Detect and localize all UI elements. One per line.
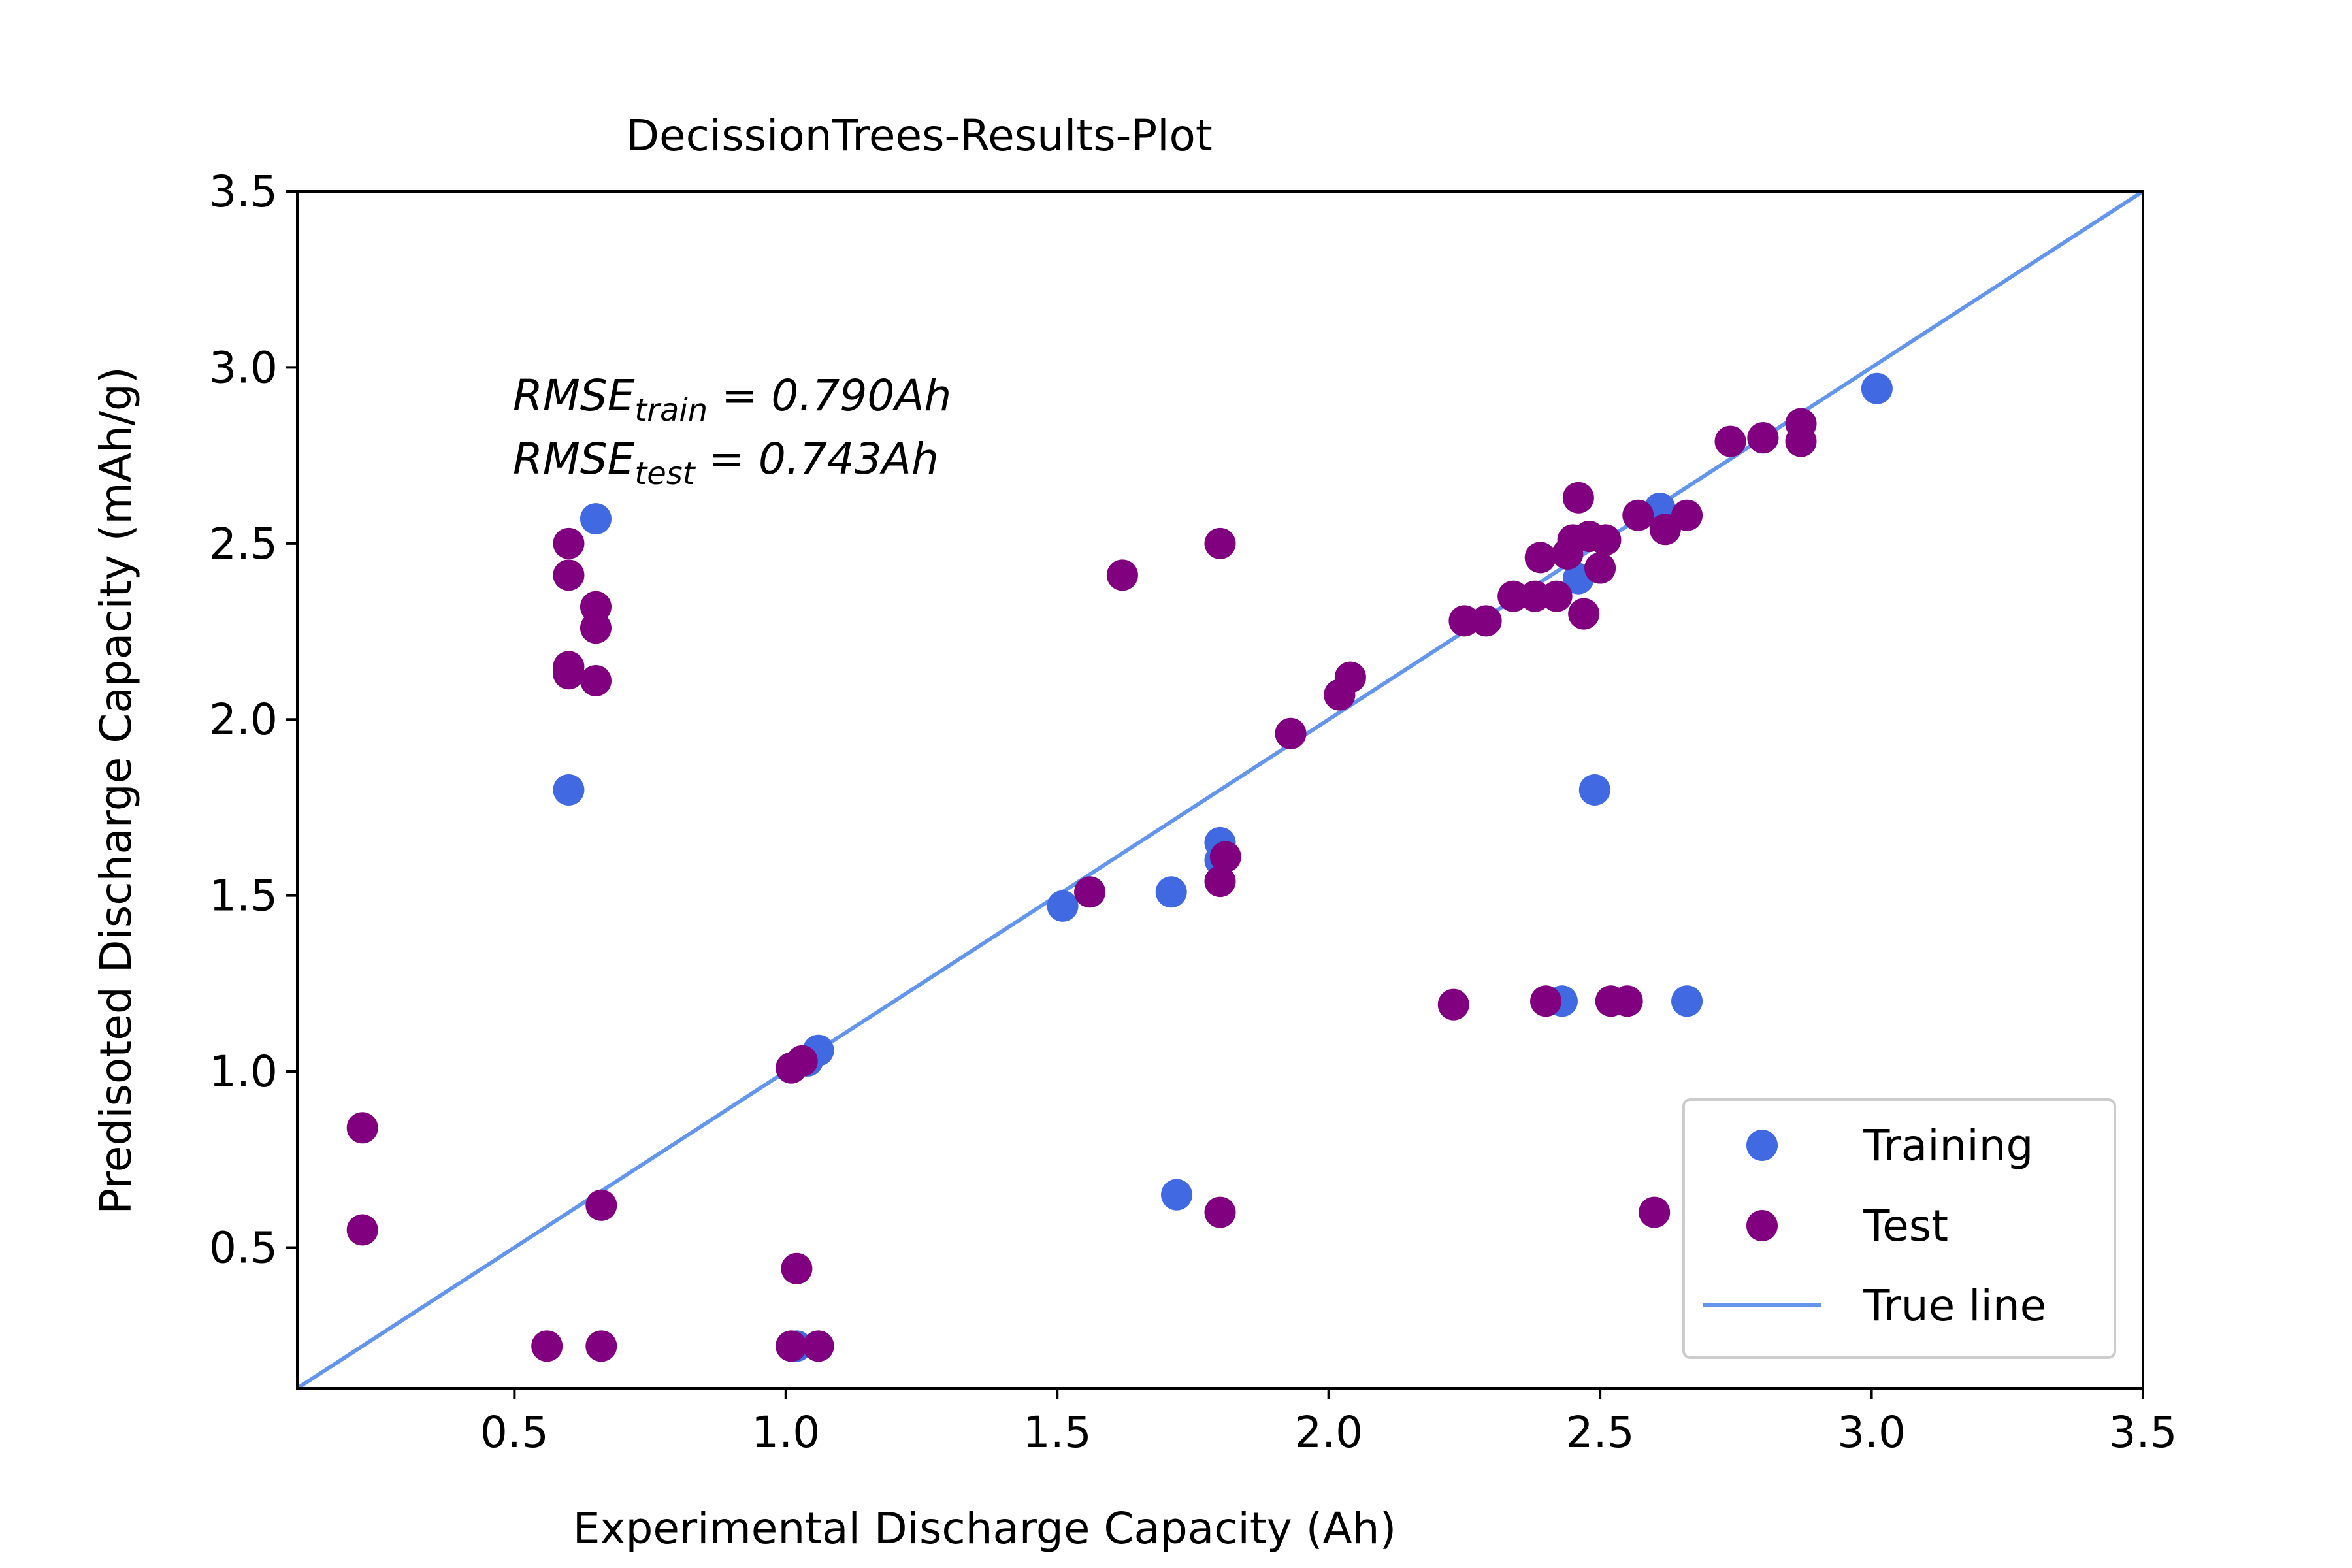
x-tick-label: 2.5 [1566, 1407, 1635, 1458]
x-tick-label: 3.0 [1837, 1407, 1906, 1458]
y-tick-label: 2.0 [209, 694, 278, 745]
test-point [1568, 598, 1600, 630]
test-point [781, 1252, 813, 1284]
test-point [786, 1045, 818, 1077]
chart-title: DecissionTrees-Results-Plot [626, 110, 1213, 161]
test-point [1639, 1196, 1671, 1228]
test-point [1590, 524, 1622, 556]
test-point [1611, 985, 1643, 1017]
training-point [1578, 774, 1610, 806]
rmse-train-annotation: RMSEtrain = 0.790Ah [513, 370, 951, 429]
test-point [1204, 1196, 1236, 1228]
training-point [1161, 1179, 1193, 1211]
test-point [1584, 552, 1616, 584]
y-tick-label: 3.0 [209, 342, 278, 393]
test-point [1209, 841, 1241, 873]
test-point [776, 1330, 808, 1362]
training-point [1155, 876, 1187, 908]
test-point [1448, 605, 1480, 637]
legend-true-line-label: True line [1863, 1281, 2046, 1331]
y-axis-ticks: 0.5 1.0 1.5 2.0 2.5 3.0 3.5 [209, 167, 297, 1273]
legend-training-label: Training [1863, 1120, 2033, 1171]
test-point [1785, 425, 1817, 457]
training-point [1047, 890, 1079, 922]
test-point [346, 1214, 378, 1246]
x-tick-label: 1.0 [751, 1407, 820, 1458]
y-axis-label: Predisoted Discharge Capacity (mAh/g) [91, 367, 141, 1214]
training-point [553, 774, 585, 806]
test-point [1106, 559, 1138, 591]
test-point [553, 658, 585, 690]
y-tick-label: 2.5 [209, 519, 278, 569]
test-point [1714, 425, 1746, 457]
rmse-train-base: RMSE [513, 370, 635, 421]
test-point [1622, 499, 1654, 531]
test-point [1562, 482, 1594, 514]
legend-items: Training Test True line [1703, 1120, 2046, 1331]
rmse-test-subscript: test [634, 455, 696, 492]
test-point [802, 1330, 834, 1362]
x-tick-label: 2.0 [1294, 1407, 1363, 1458]
training-point [580, 503, 612, 535]
y-tick-label: 1.5 [209, 871, 278, 921]
true-line-layer [296, 189, 2144, 1390]
x-tick-label: 3.5 [2109, 1407, 2178, 1458]
rmse-annotations: RMSEtrain = 0.790Ah RMSEtest = 0.743Ah [513, 370, 951, 492]
rmse-train-value: = 0.790Ah [708, 370, 951, 421]
plot-frame [296, 190, 2144, 1390]
test-point [1530, 985, 1562, 1017]
test-point [1437, 988, 1469, 1021]
test-point [531, 1330, 563, 1362]
test-point [553, 527, 585, 559]
test-point [346, 1112, 378, 1144]
test-point [1747, 422, 1779, 454]
points-layer [346, 372, 1893, 1362]
x-axis-ticks: 0.5 1.0 1.5 2.0 2.5 3.0 3.5 [480, 1388, 2178, 1458]
x-axis-label: Experimental Discharge Capacity (Ah) [573, 1503, 1397, 1554]
test-point [1470, 605, 1502, 637]
training-point [1671, 985, 1703, 1017]
test-point [1519, 580, 1551, 612]
test-point [1275, 717, 1307, 749]
test-point [1671, 499, 1703, 531]
y-tick-label: 1.0 [209, 1047, 278, 1097]
rmse-train-subscript: train [634, 392, 708, 429]
test-point [553, 559, 585, 591]
true-line [296, 189, 2144, 1390]
test-point [1204, 527, 1236, 559]
test-point [585, 1330, 617, 1362]
legend-box [1682, 1098, 2116, 1359]
test-point [1074, 876, 1106, 908]
test-point [1541, 580, 1573, 612]
test-point [1497, 580, 1529, 612]
legend: Training Test True line [1682, 1098, 2116, 1359]
x-tick-label: 1.5 [1023, 1407, 1092, 1458]
test-point [580, 664, 612, 696]
test-point [1524, 542, 1556, 574]
x-tick-label: 0.5 [480, 1407, 549, 1458]
y-tick-label: 0.5 [209, 1222, 278, 1273]
legend-training-swatch [1746, 1130, 1778, 1161]
legend-test-label: Test [1863, 1201, 1948, 1251]
legend-test-swatch [1746, 1210, 1778, 1241]
y-tick-label: 3.5 [209, 167, 278, 217]
test-point [585, 1189, 617, 1221]
test-point [1204, 866, 1236, 898]
rmse-test-annotation: RMSEtest = 0.743Ah [513, 434, 939, 492]
training-point [1861, 372, 1893, 404]
rmse-test-value: = 0.743Ah [695, 434, 939, 484]
test-point [580, 612, 612, 644]
rmse-test-base: RMSE [513, 434, 635, 484]
test-point [1334, 661, 1366, 693]
